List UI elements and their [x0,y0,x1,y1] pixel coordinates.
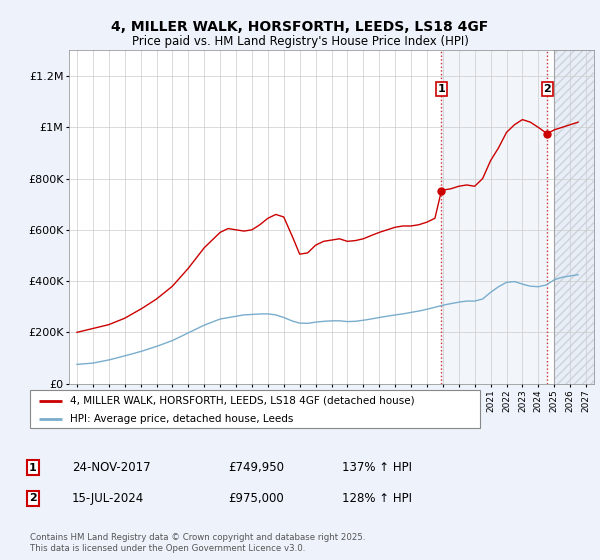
Text: 1: 1 [437,84,445,94]
Text: HPI: Average price, detached house, Leeds: HPI: Average price, detached house, Leed… [71,414,294,424]
Bar [441,50,547,384]
Text: £749,950: £749,950 [228,461,284,474]
Text: 1: 1 [29,463,37,473]
Text: 137% ↑ HPI: 137% ↑ HPI [342,461,412,474]
FancyBboxPatch shape [30,390,480,428]
Text: 128% ↑ HPI: 128% ↑ HPI [342,492,412,505]
Text: Contains HM Land Registry data © Crown copyright and database right 2025.
This d: Contains HM Land Registry data © Crown c… [30,533,365,553]
Text: 15-JUL-2024: 15-JUL-2024 [72,492,144,505]
Text: Price paid vs. HM Land Registry's House Price Index (HPI): Price paid vs. HM Land Registry's House … [131,35,469,48]
Text: 4, MILLER WALK, HORSFORTH, LEEDS, LS18 4GF: 4, MILLER WALK, HORSFORTH, LEEDS, LS18 4… [112,20,488,34]
Text: 2: 2 [543,84,551,94]
Text: £975,000: £975,000 [228,492,284,505]
Text: 4, MILLER WALK, HORSFORTH, LEEDS, LS18 4GF (detached house): 4, MILLER WALK, HORSFORTH, LEEDS, LS18 4… [71,396,415,406]
Text: 2: 2 [29,493,37,503]
Text: 24-NOV-2017: 24-NOV-2017 [72,461,151,474]
